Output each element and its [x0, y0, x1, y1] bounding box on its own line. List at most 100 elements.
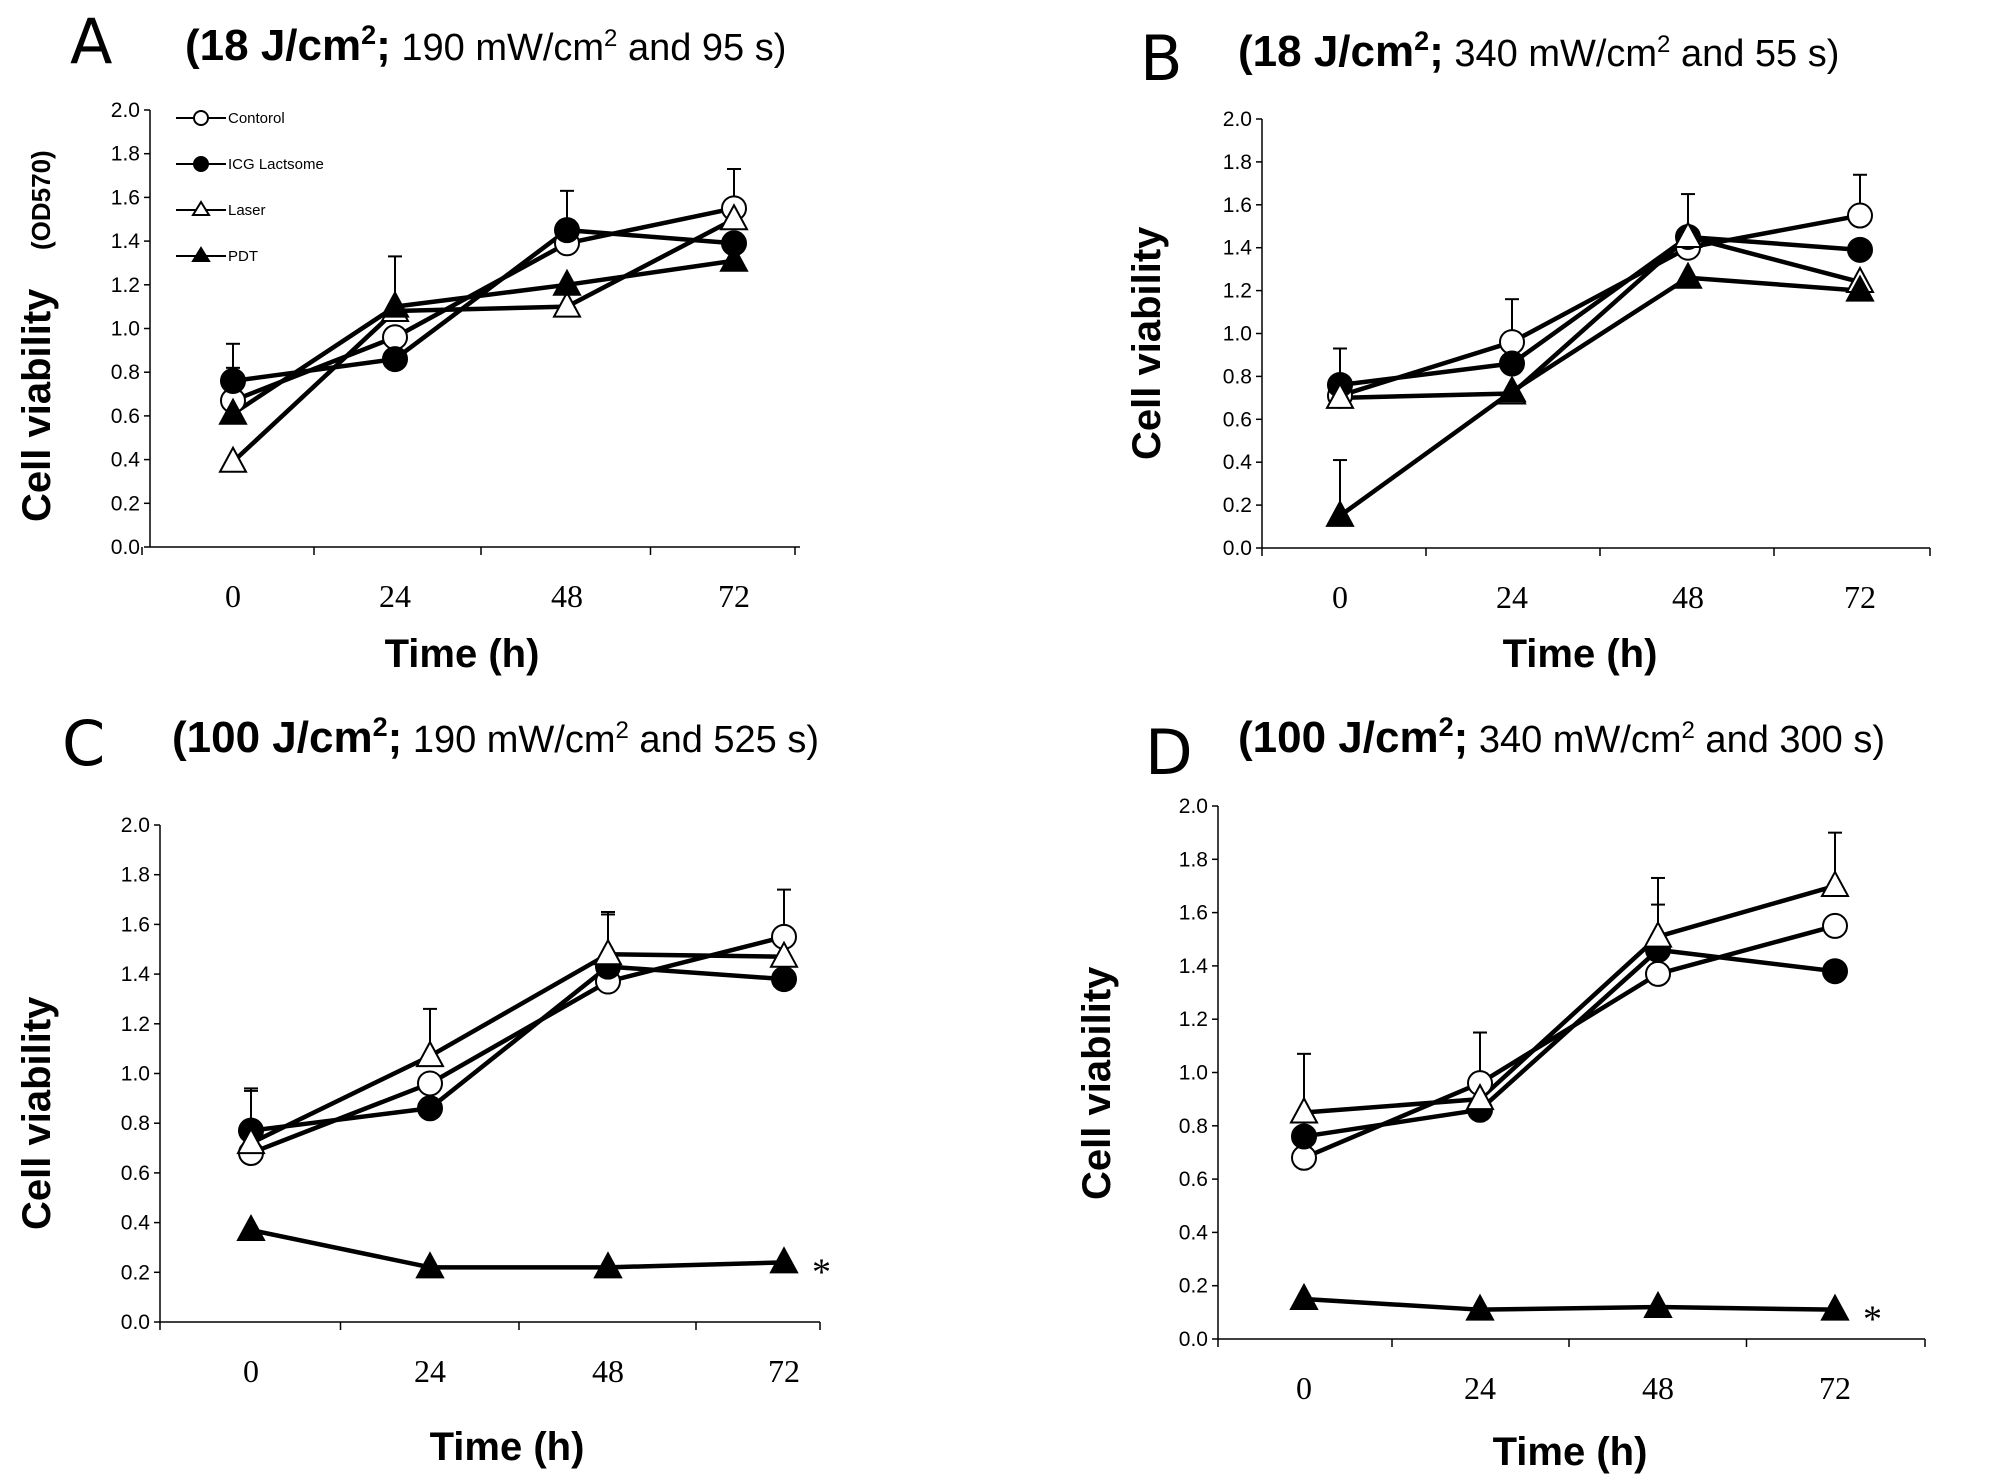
x-tick-label: 48 — [1642, 1370, 1674, 1406]
data-point-icg-lactsome — [1822, 958, 1848, 985]
panel-a-title-normal: 190 mW/cm — [391, 27, 604, 69]
panel-d-ylabel: Cell viability — [1075, 966, 1119, 1200]
panel-a-title-bold: (18 J/cm — [185, 21, 361, 70]
panel-d-title-bold-sup: 2 — [1439, 712, 1454, 742]
legend-label-pdt: PDT — [228, 248, 258, 265]
y-tick-label: 1.4 — [1179, 955, 1209, 978]
series-line-laser — [231, 217, 736, 464]
series-line-icg-lactsome — [1303, 947, 1836, 1139]
y-tick-label: 0.8 — [1223, 365, 1252, 388]
legend-label-contorol: Contorol — [228, 110, 285, 127]
y-tick-label: 2.0 — [111, 99, 140, 122]
y-tick-label: 0.8 — [121, 1112, 150, 1135]
series-line-pdt — [1338, 275, 1861, 518]
panel-a-title: (18 J/cm2; 190 mW/cm2 and 95 s) — [185, 20, 786, 70]
panel-a-ylabel-unit: (OD570) — [26, 150, 56, 250]
y-tick-label: 0.0 — [1223, 537, 1252, 560]
x-tick-label: 72 — [1844, 579, 1876, 615]
data-point-contorol — [1847, 202, 1873, 229]
panel-c-title-bold-end: ; — [388, 713, 403, 762]
x-tick-label: 72 — [718, 578, 750, 614]
y-tick-label: 0.4 — [1179, 1221, 1209, 1244]
panel-b-title-bold-sup: 2 — [1414, 26, 1429, 56]
series-line-icg-lactsome — [250, 964, 785, 1133]
x-tick-label: 0 — [1332, 579, 1348, 615]
data-point-pdt — [1289, 1282, 1319, 1311]
x-tick-label: 24 — [414, 1353, 446, 1389]
panel-a-ylabel: Cell viability — [15, 288, 59, 522]
data-point-laser — [1325, 381, 1355, 409]
panel-b-title-bold-end: ; — [1429, 27, 1444, 76]
panel-c-title-normal: 190 mW/cm — [402, 719, 615, 761]
series-line-pdt — [1303, 1296, 1836, 1312]
x-tick-label: 0 — [1296, 1370, 1312, 1406]
legend-marker-circle-filled — [193, 156, 209, 172]
series-line-icg-lactsome — [232, 227, 735, 384]
panel-b-xlabel: Time (h) — [1503, 632, 1658, 676]
y-tick-label: 0.6 — [1223, 408, 1252, 431]
data-point-icg-lactsome — [220, 367, 246, 394]
panel-b-title: (18 J/cm2; 340 mW/cm2 and 55 s) — [1238, 26, 1839, 76]
data-point-pdt — [1465, 1293, 1495, 1321]
data-point-contorol — [417, 1070, 443, 1097]
panel-a-plot: 0.0 0.2 0.4 0.6 0.8 1.0 1.2 1.4 1.6 1.8 2.0 0 24 48 72 — [111, 99, 800, 614]
panel-c-letter: C — [62, 707, 105, 780]
y-tick-label: 1.4 — [1223, 237, 1253, 260]
x-tick-label: 48 — [551, 578, 583, 614]
panel-d-title-normal-sup: 2 — [1682, 717, 1695, 744]
y-tick-label: 1.2 — [1223, 280, 1252, 303]
legend-label-icg-lactsome: ICG Lactsome — [228, 156, 324, 173]
x-tick-label: 72 — [768, 1353, 800, 1389]
data-point-pdt — [1845, 274, 1875, 302]
y-tick-label: 0.0 — [121, 1311, 150, 1334]
y-tick-label: 1.8 — [1179, 848, 1208, 871]
legend-marker-triangle-filled — [191, 246, 211, 262]
y-tick-label: 1.6 — [121, 913, 150, 936]
data-point-icg-lactsome — [554, 217, 580, 244]
panel-a-legend: Contorol ICG Lactsome Laser PDT — [176, 110, 324, 265]
y-tick-label: 1.8 — [111, 143, 140, 166]
panel-c-title-normal-end: and 525 s) — [629, 719, 819, 761]
series-line-laser — [250, 951, 785, 1146]
data-point-pdt — [380, 290, 410, 318]
panel-c-title-normal-sup: 2 — [616, 717, 629, 744]
legend-marker-triangle-open — [191, 200, 211, 216]
y-tick-label: 1.8 — [1223, 151, 1252, 174]
series-line-pdt — [250, 1227, 785, 1270]
data-point-pdt — [1673, 261, 1703, 289]
data-point-pdt — [415, 1251, 445, 1279]
data-point-pdt — [769, 1246, 799, 1274]
data-point-laser — [593, 938, 623, 966]
data-point-pdt — [1820, 1293, 1850, 1321]
panel-d-title-bold: (100 J/cm — [1238, 713, 1439, 762]
series-line-laser — [1303, 883, 1836, 1115]
panel-b-title-normal-sup: 2 — [1657, 31, 1670, 58]
panel-d-xlabel: Time (h) — [1493, 1430, 1648, 1474]
data-point-pdt — [552, 268, 582, 296]
y-tick-label: 2.0 — [121, 814, 150, 837]
data-point-icg-lactsome — [417, 1095, 443, 1122]
y-tick-label: 0.0 — [111, 536, 140, 559]
data-point-laser — [1673, 220, 1703, 248]
series-line-icg-lactsome — [1339, 234, 1861, 388]
panel-a: A (18 J/cm2; 190 mW/cm2 and 95 s) Cell v… — [15, 5, 800, 676]
data-point-pdt — [593, 1251, 623, 1279]
data-point-laser — [415, 1040, 445, 1068]
panel-d-title-normal: 340 mW/cm — [1468, 719, 1681, 761]
y-tick-label: 0.4 — [111, 449, 141, 472]
data-point-contorol — [382, 324, 408, 351]
data-point-icg-lactsome — [771, 966, 797, 993]
series-line-laser — [1339, 234, 1861, 401]
y-tick-label: 2.0 — [1179, 795, 1208, 818]
panel-c: C (100 J/cm2; 190 mW/cm2 and 525 s) Cell… — [15, 707, 831, 1469]
data-point-contorol — [1645, 960, 1671, 987]
data-point-pdt — [719, 244, 749, 272]
data-point-laser — [236, 1126, 266, 1155]
panel-b-title-normal: 340 mW/cm — [1444, 33, 1657, 75]
y-tick-label: 0.6 — [1179, 1168, 1208, 1191]
significance-asterisk: * — [1863, 1299, 1882, 1341]
y-tick-label: 1.8 — [121, 864, 150, 887]
panel-a-letter: A — [70, 5, 112, 78]
x-tick-label: 48 — [1672, 579, 1704, 615]
panel-b-title-normal-end: and 55 s) — [1670, 33, 1839, 75]
